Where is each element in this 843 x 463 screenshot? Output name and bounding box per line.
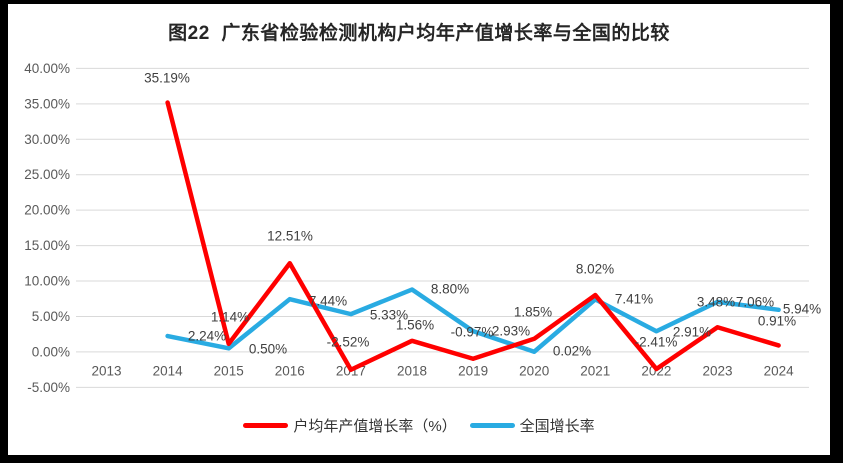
blue-line-swatch-icon — [469, 423, 515, 428]
chart-legend: 户均年产值增长率（%） 全国增长率 — [8, 415, 830, 436]
chart-figure: 图22 广东省检验检测机构户均年产值增长率与全国的比较 户均年产值增长率（%） … — [8, 4, 830, 455]
legend-label-provincial: 户均年产值增长率（%） — [293, 418, 457, 435]
legend-item-national: 全国增长率 — [469, 415, 595, 436]
red-line-swatch-icon — [243, 423, 289, 428]
legend-item-provincial: 户均年产值增长率（%） — [243, 415, 457, 436]
chart-title: 图22 广东省检验检测机构户均年产值增长率与全国的比较 — [168, 23, 670, 44]
legend-label-national: 全国增长率 — [519, 418, 595, 435]
